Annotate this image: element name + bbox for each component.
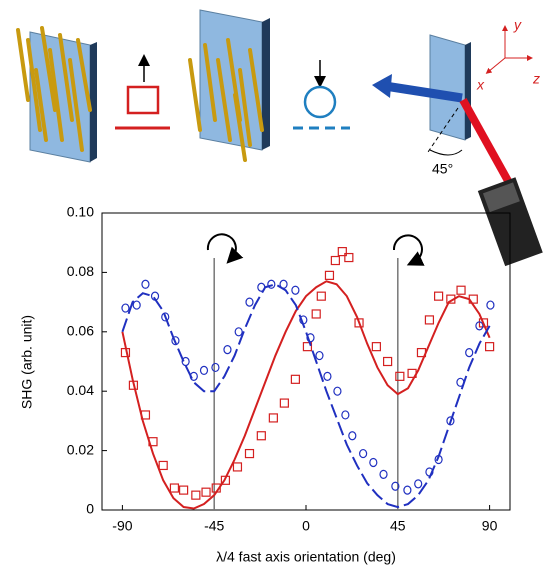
x-tick-label: 90 [482, 518, 498, 534]
data-point [268, 413, 278, 423]
data-point [359, 448, 368, 459]
data-point [290, 374, 300, 384]
x-tick-label: -45 [204, 518, 224, 534]
data-point [395, 371, 405, 381]
data-point [315, 350, 324, 361]
data-point [486, 300, 495, 310]
data-point [456, 285, 466, 295]
axis-y-label: y [513, 17, 522, 33]
data-point [478, 318, 489, 328]
data-point [485, 342, 495, 352]
data-point [223, 345, 232, 355]
data-point [371, 342, 381, 352]
data-point [279, 398, 289, 408]
data-point [323, 371, 332, 381]
data-point [199, 365, 209, 376]
data-point [161, 312, 170, 322]
y-tick-label: 0.02 [67, 441, 94, 457]
fit-line [121, 280, 491, 510]
data-point [369, 457, 378, 468]
data-point [211, 362, 220, 373]
y-tick-label: 0.08 [67, 263, 94, 279]
y-tick-label: 0.10 [67, 204, 94, 220]
data-point [181, 356, 190, 367]
data-point [337, 247, 347, 257]
data-point [234, 327, 243, 337]
data-point [132, 300, 141, 310]
data-point [344, 252, 354, 263]
data-point [465, 347, 474, 358]
data-point [333, 386, 342, 396]
data-point [316, 291, 326, 301]
data-point [121, 303, 130, 313]
data-point [383, 356, 393, 367]
x-tick-label: 0 [302, 518, 310, 534]
y-axis-title: SHG (arb. unit) [19, 315, 35, 409]
x-axis-title: λ/4 fast axis orientation (deg) [216, 549, 396, 565]
data-point [434, 291, 444, 301]
data-point [324, 270, 335, 280]
data-point [424, 315, 435, 325]
illustration [16, 9, 543, 267]
data-point [256, 431, 266, 441]
angle-label: 45° [432, 161, 453, 177]
axis-x-label: x [476, 77, 485, 93]
data-point [354, 318, 364, 328]
data-point [348, 431, 357, 441]
data-point [201, 487, 211, 497]
data-point [302, 342, 313, 352]
data-point [179, 485, 189, 495]
x-tick-label: -90 [112, 518, 132, 534]
data-point [379, 469, 388, 479]
data-point [245, 297, 254, 307]
data-point [311, 309, 321, 319]
data-point [171, 336, 180, 346]
y-tick-label: 0.06 [67, 323, 94, 339]
data-point [244, 448, 255, 459]
data-point [414, 479, 423, 489]
data-point [158, 460, 168, 471]
x-tick-label: 45 [390, 518, 406, 534]
data-point [141, 279, 150, 289]
y-tick-label: 0 [86, 501, 94, 517]
plot-frame [101, 212, 511, 511]
data-point [267, 279, 276, 289]
y-tick-label: 0.04 [67, 382, 94, 398]
data-point [191, 490, 201, 500]
data-point [475, 321, 484, 331]
data-point [291, 285, 300, 295]
data-point [341, 410, 350, 420]
axis-z-label: z [532, 71, 540, 87]
data-point [330, 255, 340, 266]
data-point [169, 483, 180, 493]
data-point [391, 481, 400, 491]
data-point [232, 462, 243, 472]
data-point [403, 485, 412, 495]
